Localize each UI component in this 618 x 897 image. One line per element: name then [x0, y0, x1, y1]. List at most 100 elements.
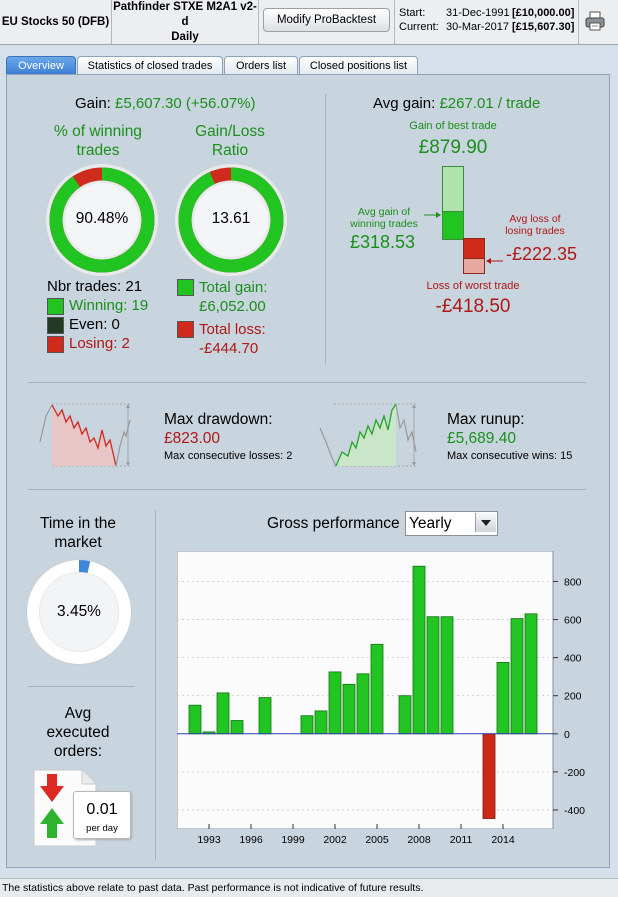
winning-legend-swatch [47, 298, 64, 315]
bar-2009 [426, 616, 440, 735]
period-select-value: Yearly [409, 515, 452, 532]
winning-trades-value: 90.48% [75, 210, 129, 227]
orders-per-day-box: 0.01 per day [73, 791, 131, 839]
arrow-down-icon [40, 774, 64, 802]
bar-2013 [482, 733, 496, 819]
worst-trade-label: Loss of worst trade [426, 280, 520, 292]
avg-winning-value: £318.53 [350, 232, 416, 252]
total-loss-swatch [177, 321, 194, 338]
arrow-up-icon [40, 808, 64, 838]
max-consecutive-wins: Max consecutive wins: 15 [447, 450, 573, 462]
x-tick-label: 2008 [407, 834, 431, 846]
max-consecutive-losses: Max consecutive losses: 2 [164, 450, 293, 462]
tab-closed-positions-list[interactable]: Closed positions list [299, 56, 418, 75]
tab-statistics-closed-trades[interactable]: Statistics of closed trades [77, 56, 223, 75]
avg-executed-orders-title: Avg executed orders: [46, 705, 110, 760]
x-tick-label: 1996 [239, 834, 263, 846]
current-capital: [£15,607.30] [512, 21, 575, 33]
bar-2004 [356, 673, 370, 735]
arrow-right-icon [424, 206, 442, 218]
nbr-trades: Nbr trades: 21 [47, 278, 143, 295]
x-tick-label: 2002 [323, 834, 347, 846]
orders-per-day-value: 0.01 [86, 801, 118, 818]
bar-2007 [398, 695, 412, 735]
gross-performance-chart: 800 600 400 200 0 -200 -400 1993 1996 1999 2002 20… [176, 550, 597, 846]
bar-2015 [510, 618, 524, 735]
winning-trades-title: % of winning trades [54, 123, 142, 159]
bar-1994 [216, 692, 230, 735]
best-trade-label: Gain of best trade [409, 120, 497, 132]
worst-trade-bar [463, 258, 485, 274]
gain-summary: Gain: £5,607.30 (+56.07%) [75, 95, 256, 112]
gross-performance-title: Gross performance [267, 515, 400, 532]
y-tick-label: 600 [564, 615, 582, 627]
max-runup-label: Max runup: [447, 411, 525, 428]
x-tick-label: 1999 [281, 834, 305, 846]
bar-2005 [370, 643, 384, 735]
orders-per-day-unit: per day [86, 823, 118, 834]
start-date: 31-Dec-1991 [446, 7, 510, 19]
bar-2010 [440, 616, 454, 735]
divider [155, 510, 156, 860]
current-date: 30-Mar-2017 [446, 21, 509, 33]
bar-2008 [412, 565, 426, 735]
bar-1995 [230, 720, 244, 735]
bar-1997 [258, 697, 272, 735]
avg-gain-bar [442, 211, 464, 240]
bar-2016 [524, 613, 538, 735]
best-trade-bar [442, 166, 464, 213]
y-tick-label: 400 [564, 653, 582, 665]
bar-1992 [188, 704, 202, 735]
avg-losing-value: -£222.35 [506, 244, 578, 264]
x-tick-label: 2005 [365, 834, 389, 846]
printer-icon[interactable] [584, 10, 606, 32]
gain-loss-ratio-value: 13.61 [211, 210, 251, 227]
gain-loss-ratio-donut: 13.61 [175, 164, 287, 276]
bar-2014 [496, 662, 510, 735]
gain-loss-ratio-title: Gain/Loss Ratio [195, 123, 265, 159]
arrow-left-icon [485, 252, 503, 264]
even-count: Even: 0 [69, 316, 120, 333]
avg-winning-label: Avg gain of winning trades [350, 206, 418, 230]
top-bar: EU Stocks 50 (DFB) Pathfinder STXE M2A1 … [0, 0, 618, 45]
period-select[interactable]: Yearly [405, 511, 498, 536]
losing-legend-swatch [47, 336, 64, 353]
winning-count: Winning: 19 [69, 297, 149, 314]
runup-sparkline [318, 402, 428, 470]
time-in-market-value: 3.45% [57, 603, 101, 620]
max-runup-value: £5,689.40 [447, 430, 516, 447]
total-gain-swatch [177, 279, 194, 296]
tab-orders-list[interactable]: Orders list [224, 56, 298, 75]
chevron-down-icon[interactable] [475, 513, 496, 532]
y-tick-label: 800 [564, 576, 582, 588]
total-loss: Total loss: -£444.70 [199, 321, 266, 357]
instrument-name: EU Stocks 50 (DFB) [0, 0, 112, 44]
avg-loss-bar [463, 238, 485, 260]
strategy-title: Pathfinder STXE M2A1 v2-d Daily [112, 0, 259, 44]
losing-count: Losing: 2 [69, 335, 130, 352]
max-drawdown-label: Max drawdown: [164, 411, 273, 428]
avg-gain-summary: Avg gain: £267.01 / trade [373, 95, 541, 112]
bar-2002 [328, 671, 342, 735]
best-trade-value: £879.90 [418, 137, 488, 158]
disclaimer-footer: The statistics above relate to past data… [0, 878, 618, 897]
bar-2001 [314, 710, 328, 735]
time-in-market-donut: 3.45% [24, 557, 134, 667]
divider [28, 382, 586, 383]
divider [28, 489, 586, 490]
start-capital: [£10,000.00] [512, 7, 575, 19]
divider [28, 686, 134, 687]
bar-2003 [342, 683, 356, 735]
y-tick-label: 200 [564, 691, 582, 703]
current-label: Current: [399, 21, 439, 33]
y-tick-label: 0 [564, 729, 570, 741]
y-tick-label: -200 [564, 767, 585, 779]
bar-2000 [300, 715, 314, 735]
y-tick-label: -400 [564, 805, 585, 817]
modify-probacktest-button[interactable]: Modify ProBacktest [263, 8, 390, 32]
drawdown-sparkline [38, 402, 138, 470]
tab-overview[interactable]: Overview [6, 56, 76, 75]
winning-trades-donut: 90.48% [46, 164, 158, 276]
time-in-market-title: Time in the market [39, 515, 117, 551]
x-tick-label: 2011 [449, 834, 473, 846]
